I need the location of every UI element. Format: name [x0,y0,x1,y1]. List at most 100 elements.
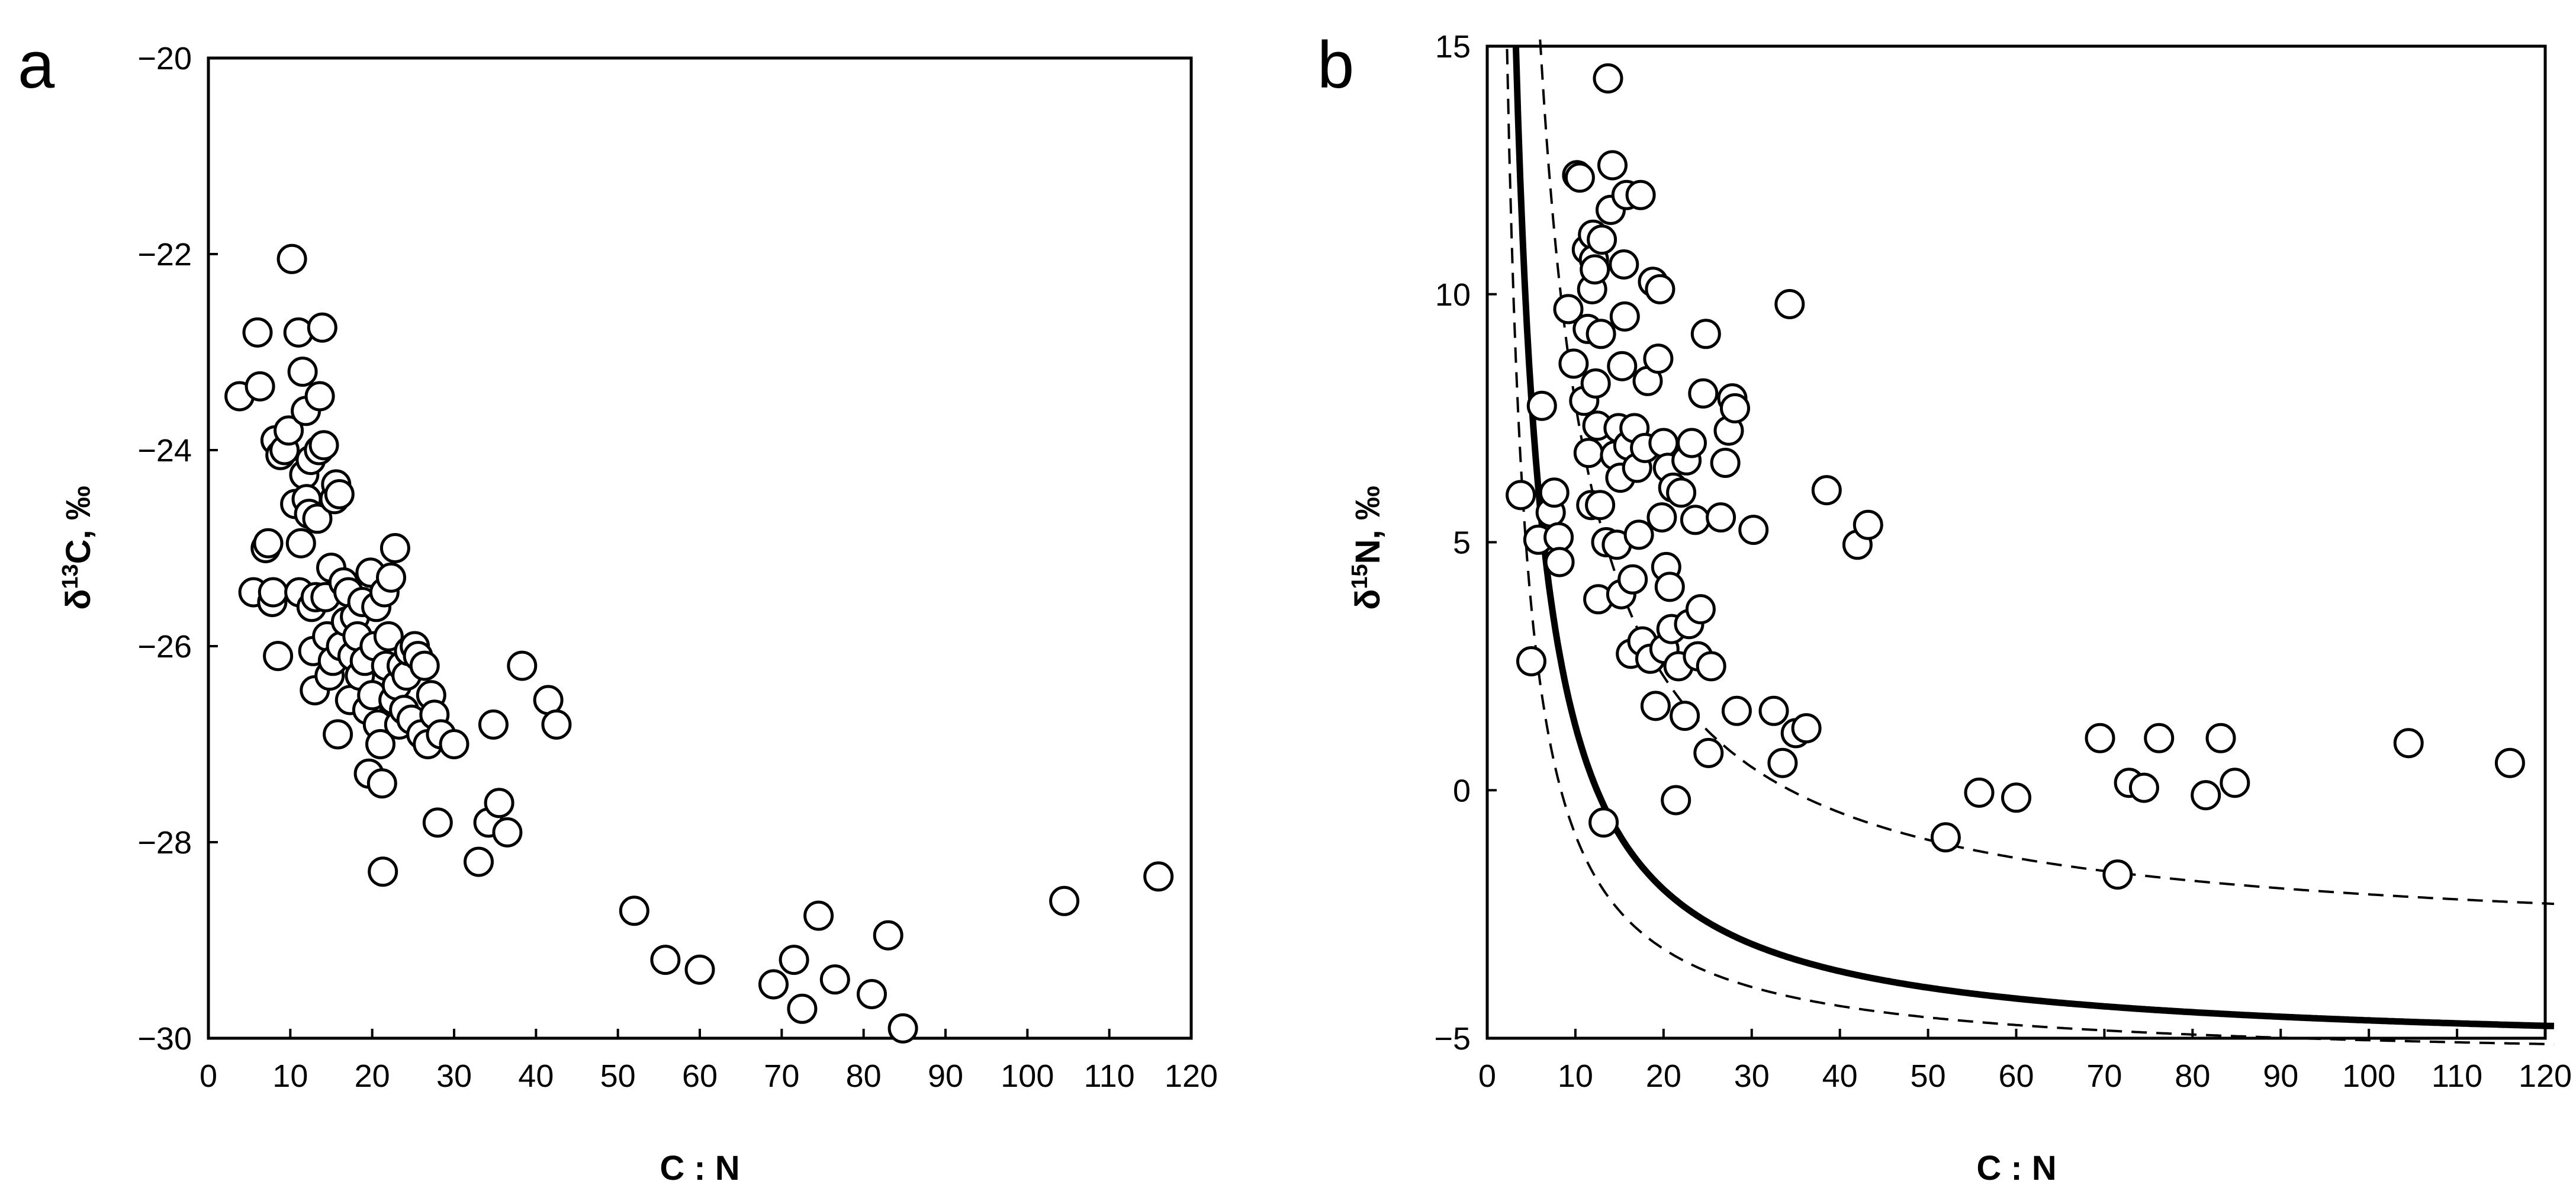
panel-a-data-point [258,577,288,608]
panel-b-data-point [1964,777,1995,808]
panel-a-data-point [308,430,339,461]
panel-a-data-point [492,817,523,848]
panel-a-data-point [857,979,887,1009]
panel-a-data-point [422,807,453,838]
panel-b-data-point [1685,594,1716,625]
panel-b-data-point [1661,785,1691,816]
panel-b-x-tick-label: 80 [2175,1058,2210,1094]
panel-a-x-tick-label: 10 [272,1058,308,1094]
panel-a-data-point [302,503,333,534]
panel-a-y-tick-label: −20 [137,41,192,76]
panel-b-data-point [2205,723,2236,753]
panel-a-data-point [276,243,307,274]
panel-a-data-point [619,896,649,926]
panel-b-data-point [1573,438,1604,468]
panel-b-data-point [1648,428,1679,458]
panel-b-x-tick-label: 10 [1558,1058,1593,1094]
panel-b-data-point [1526,390,1557,421]
panel-a-data-point [245,371,275,402]
panel-b-points [1506,63,2525,890]
panel-b-y-tick-label: 15 [1435,29,1471,65]
panel-b-x-axis-title: C : N [1976,1149,2056,1187]
panel-b-x-tick-label: 50 [1911,1058,1946,1094]
panel-a-y-tick-label: −28 [137,825,192,861]
panel-a: a −30 −28 −26 −24 −22 −20 0 10 20 30 40 50 60 70 80 90… [18,28,1218,1187]
panel-a-data-point [819,964,850,995]
panel-b-data-point [1585,490,1616,521]
panel-b-data-point [1767,747,1798,778]
panel-b-dashed-curve [1539,39,2554,906]
panel-a-x-tick-label: 100 [1001,1058,1054,1094]
panel-a-data-point [307,312,337,343]
panel-b-data-point [1623,519,1654,550]
panel-b-data-point [1791,713,1822,744]
panel-b-data-point [1690,319,1721,349]
panel-b-data-point [1645,274,1675,304]
panel-a-x-tick-label: 110 [1084,1058,1135,1094]
panel-a-x-axis-title: C : N [660,1149,739,1187]
panel-a-data-point [368,856,398,887]
panel-b-y-tick-label: 0 [1453,773,1471,808]
panel-a-data-point [779,945,809,975]
panel-b-data-point [1587,224,1617,255]
panel-a-data-point [274,415,304,446]
panel-b-data-point [1758,695,1789,726]
panel-a-y-tick-label: −24 [137,433,192,468]
panel-b-data-point [1670,701,1700,731]
panel-b-data-point [1677,428,1707,458]
panel-b-data-point [1693,737,1724,768]
panel-b-data-point [2393,728,2424,759]
panel-b-data-point [1680,505,1710,535]
panel-b-y-axis-title: δ15N, ‰ [1348,486,1387,610]
panel-b-data-point [1666,477,1697,508]
panel-b-data-point [2191,780,2221,811]
panel-a-data-point [541,709,572,740]
panel-a-x-tick-label: 70 [764,1058,799,1094]
panel-a-data-point [376,562,406,593]
panel-a-letter: a [18,28,55,102]
panel-b-solid-curve [1512,46,2555,1029]
panel-b-x-tick-label: 90 [2263,1058,2298,1094]
panel-a-x-tick-label: 20 [355,1058,390,1094]
panel-b-x-tick-label: 20 [1646,1058,1681,1094]
panel-b-data-point [1539,477,1570,508]
panel-a-x-tick-label: 60 [682,1058,718,1094]
panel-a-data-point [380,533,410,563]
panel-a-data-point [873,920,903,951]
panel-b-data-point [1640,691,1671,721]
panel-a-data-point [758,969,789,1000]
panel-b-data-point [2085,723,2115,753]
panel-a-data-point [650,945,681,975]
panel-a-x-ticks: 0 10 20 30 40 50 60 70 80 90 100 110 120 [200,1029,1218,1094]
panel-a-data-point [478,709,509,740]
panel-a-data-point [323,719,353,750]
panel-b-data-point [1811,475,1842,506]
panel-a-data-point [304,381,335,412]
panel-b-data-point [1506,480,1536,511]
panel-b-y-tick-label: 10 [1435,277,1471,313]
panel-b-data-point [1654,572,1685,602]
panel-b-data-point [1643,344,1674,374]
panel-a-y-tick-label: −30 [137,1021,192,1057]
panel-a-data-point [373,621,404,651]
panel-a-data-point [507,650,538,681]
panel-a-x-tick-label: 90 [928,1058,963,1094]
panel-b-data-point [1593,63,1623,94]
panel-a-y-ticks: −30 −28 −26 −24 −22 −20 [137,41,218,1057]
panel-b-data-point [1586,319,1616,349]
panel-b-curves [1506,39,2555,1045]
panel-a-data-point [1143,861,1174,892]
panel-b-data-point [2494,747,2525,778]
panel-b-data-point [1544,547,1575,577]
panel-b-data-point [2001,782,2031,813]
panel-a-data-point [887,1013,918,1044]
panel-b-data-point [1930,822,1961,853]
panel-a-data-point [263,641,294,672]
panel-a-plot-frame [207,56,1193,1040]
panel-b-data-point [1774,289,1805,319]
panel-a-data-point [787,993,818,1024]
panel-b-data-point [1580,368,1611,399]
panel-b-data-point [1558,348,1589,379]
panel-b-data-point [1607,351,1638,381]
